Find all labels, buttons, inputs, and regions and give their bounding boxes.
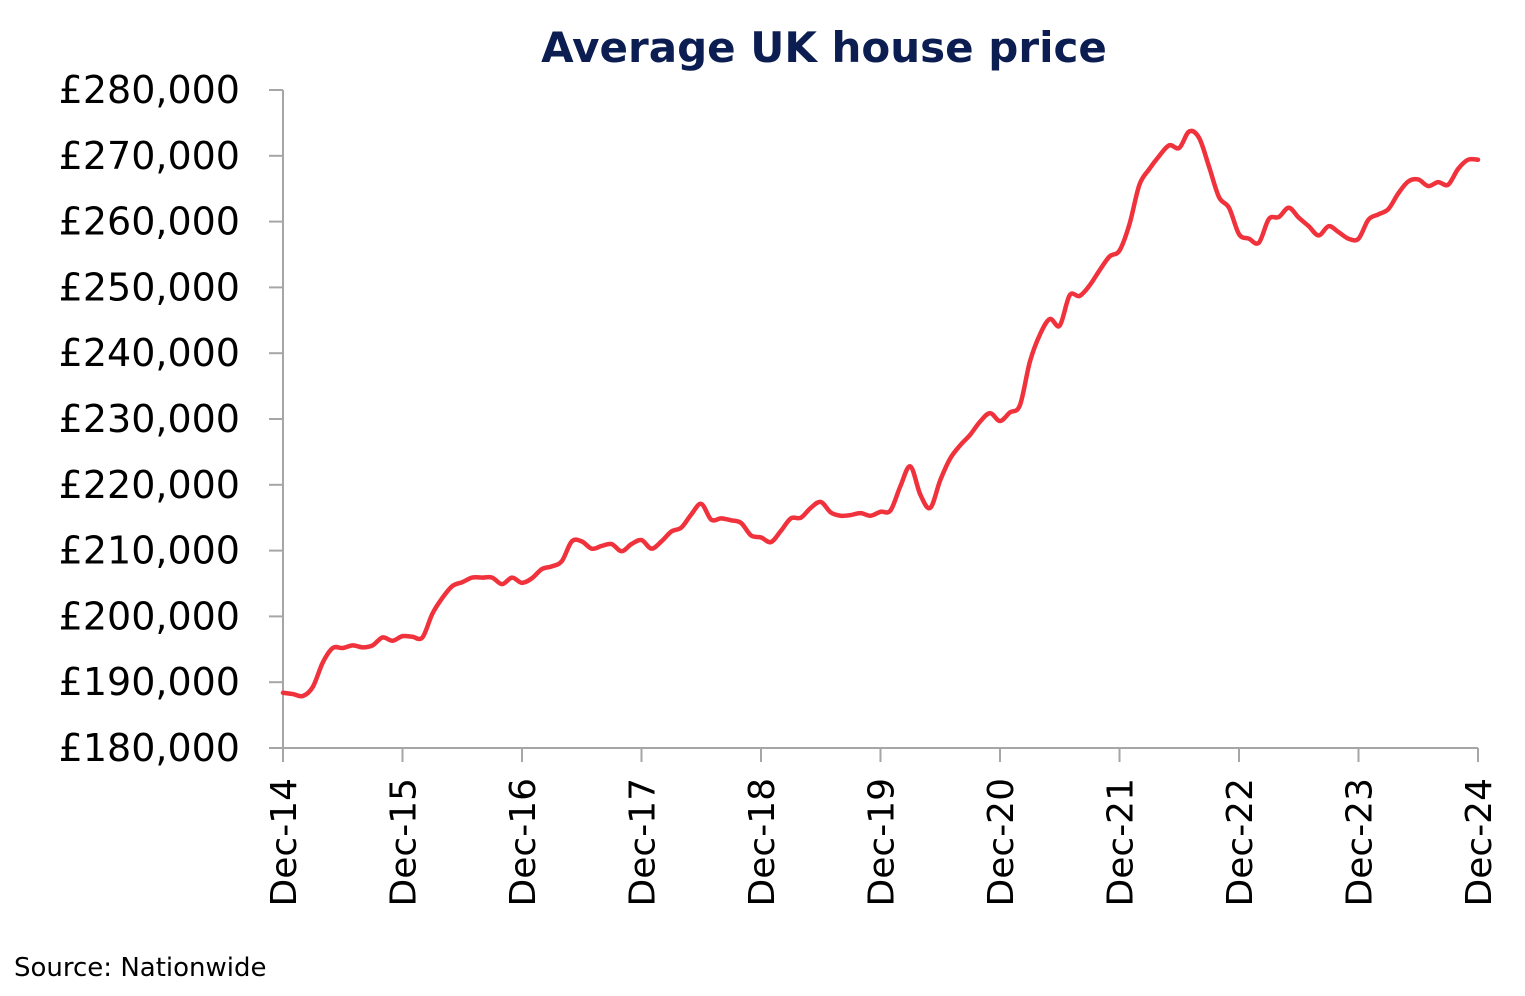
y-tick-label: £180,000 <box>59 726 240 770</box>
x-tick-label: Dec-21 <box>1101 778 1142 906</box>
series-line <box>280 128 1481 699</box>
y-tick-label: £200,000 <box>59 594 240 638</box>
y-tick-label: £280,000 <box>59 68 240 112</box>
y-tick-label: £260,000 <box>59 200 240 244</box>
x-tick-label: Dec-24 <box>1459 778 1500 906</box>
chart-title: Average UK house price <box>541 23 1107 72</box>
y-tick-label: £220,000 <box>59 463 240 507</box>
x-tick-label: Dec-17 <box>623 778 664 906</box>
y-tick-label: £250,000 <box>59 265 240 309</box>
y-tick-label: £270,000 <box>59 134 240 178</box>
y-tick-label: £190,000 <box>59 660 240 704</box>
y-axis: £180,000 £190,000 £200,000 £210,000 £220,000… <box>59 68 283 770</box>
x-tick-label: Dec-19 <box>862 778 903 906</box>
x-axis: Dec-14 Dec-15 Dec-16 Dec-17 Dec-18 Dec-19 Dec-… <box>264 748 1500 906</box>
x-tick-label: Dec-18 <box>742 778 783 906</box>
y-tick-label: £210,000 <box>59 529 240 573</box>
x-tick-label: Dec-20 <box>981 778 1022 906</box>
x-tick-label: Dec-15 <box>384 778 425 906</box>
x-tick-label: Dec-22 <box>1220 778 1261 906</box>
x-tick-label: Dec-14 <box>264 778 305 906</box>
y-tick-label: £240,000 <box>59 331 240 375</box>
y-tick-label: £230,000 <box>59 397 240 441</box>
source-note: Source: Nationwide <box>14 953 267 983</box>
x-tick-label: Dec-16 <box>503 778 544 906</box>
x-tick-label: Dec-23 <box>1340 778 1381 906</box>
